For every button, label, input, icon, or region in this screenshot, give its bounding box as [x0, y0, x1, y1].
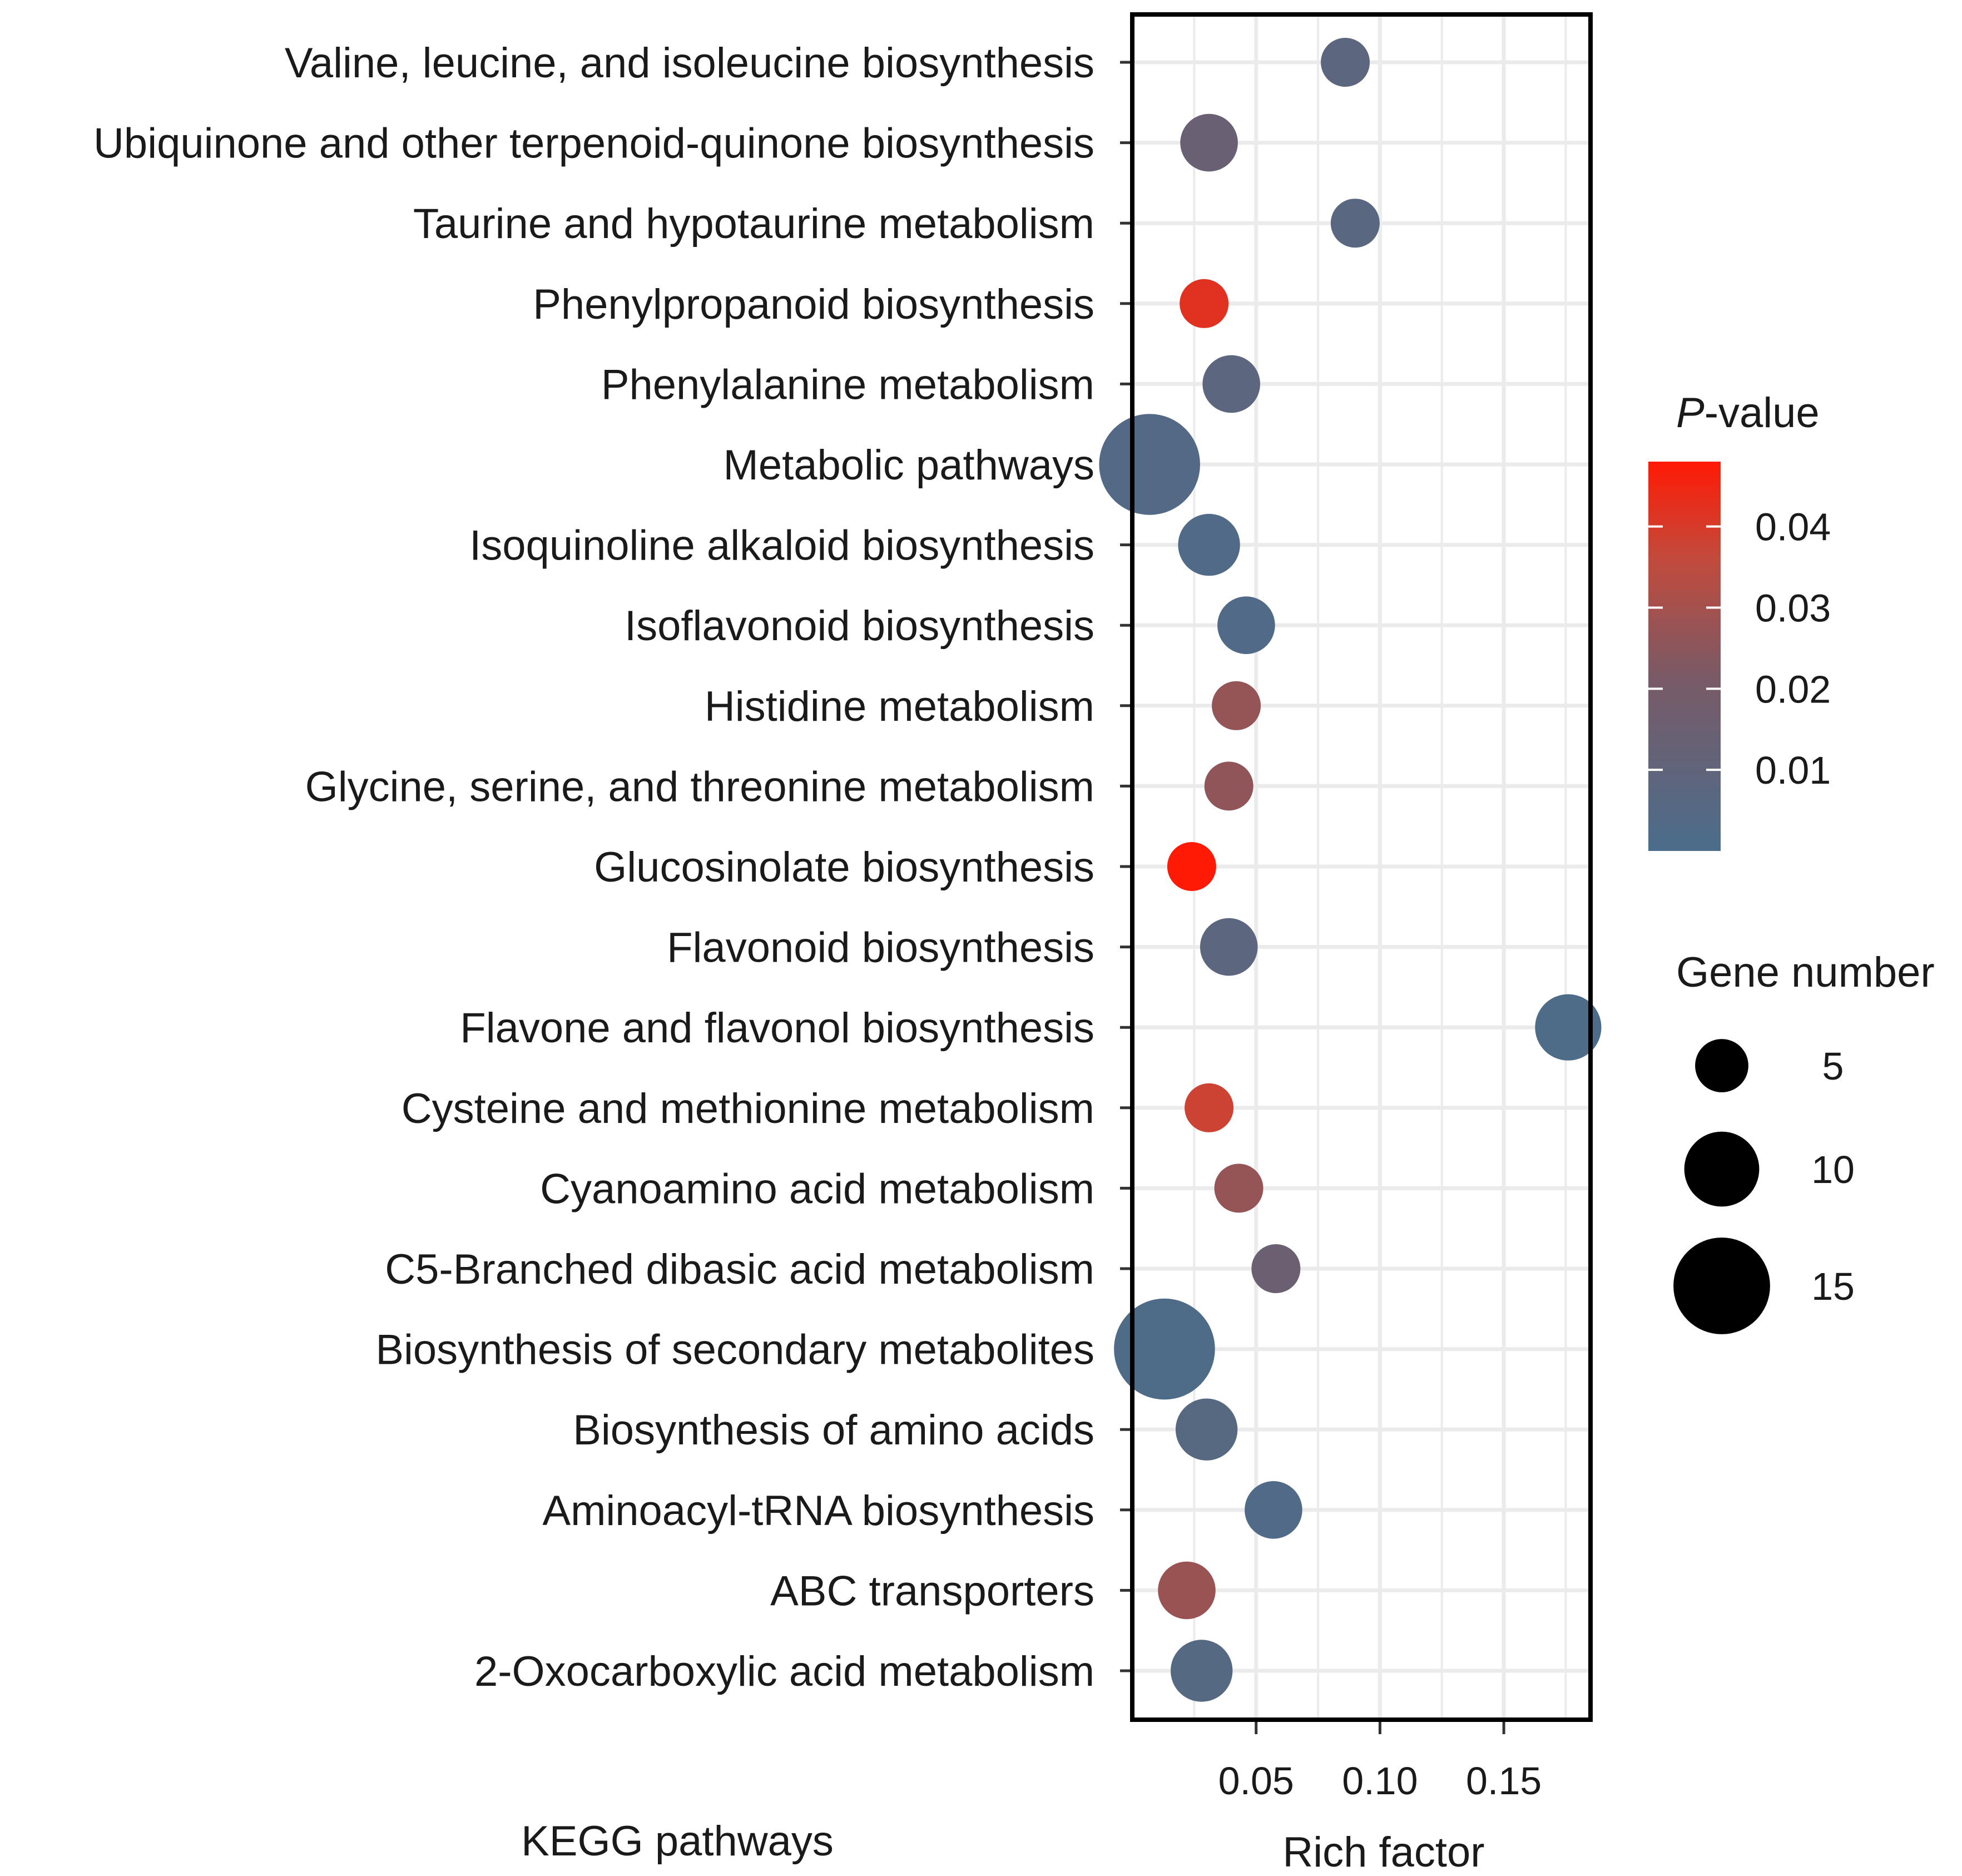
bubble-point — [1245, 1481, 1302, 1539]
bubble-point — [1099, 414, 1200, 515]
bubble-point — [1180, 113, 1238, 172]
size-legend-items: 5 10 15 — [1673, 1039, 1855, 1334]
y-tick-label: Isoquinoline alkaloid biosynthesis — [469, 522, 1094, 570]
bubble-point — [1321, 38, 1370, 87]
color-legend-tick-label: 0.03 — [1755, 587, 1831, 630]
bubble-point — [1251, 1244, 1301, 1293]
bubble-point — [1535, 994, 1602, 1061]
y-tick-label: Histidine metabolism — [705, 683, 1094, 730]
y-tick-label: Flavonoid biosynthesis — [667, 924, 1094, 972]
size-legend-label: 5 — [1822, 1045, 1844, 1088]
y-tick-label: Flavone and flavonol biosynthesis — [460, 1004, 1094, 1052]
y-tick-label: Aminoacyl-tRNA biosynthesis — [542, 1487, 1094, 1535]
y-tick-label: Cyanoamino acid metabolism — [540, 1165, 1094, 1212]
bubble-point — [1212, 681, 1261, 730]
y-tick-label: Cysteine and methionine metabolism — [402, 1085, 1094, 1132]
y-tick-label: Phenylalanine metabolism — [601, 361, 1094, 408]
x-axis-ticks: 0.05 0.10 0.15 — [1218, 1722, 1542, 1803]
bubble-point — [1178, 513, 1240, 576]
y-tick-label: Valine, leucine, and isoleucine biosynth… — [285, 39, 1094, 87]
color-legend-title-rest: -value — [1705, 389, 1820, 437]
color-legend-tick-label: 0.04 — [1755, 506, 1831, 549]
y-tick-label: Biosynthesis of amino acids — [573, 1407, 1094, 1454]
y-tick-label: Glucosinolate biosynthesis — [594, 844, 1094, 891]
y-tick-label: Glycine, serine, and threonine metabolis… — [305, 763, 1094, 810]
size-legend-title: Gene number — [1676, 949, 1935, 996]
bubble-point — [1167, 842, 1216, 891]
bubble-point — [1114, 1298, 1215, 1400]
color-legend: P-value 0.04 0.03 0.02 0.01 — [1648, 389, 1831, 851]
plot-frame — [1130, 12, 1593, 1722]
size-legend-circle — [1673, 1238, 1770, 1334]
x-tick-label: 0.10 — [1342, 1759, 1418, 1803]
y-tick-label: Taurine and hypotaurine metabolism — [413, 200, 1094, 248]
bubble-point — [1180, 279, 1229, 328]
size-legend-label: 10 — [1811, 1148, 1855, 1191]
color-legend-bar — [1648, 462, 1721, 851]
y-tick-label: Biosynthesis of secondary metabolites — [375, 1326, 1094, 1374]
color-legend-title: P-value — [1676, 389, 1820, 437]
color-legend-title-italic: P — [1676, 389, 1705, 437]
color-legend-ticks: 0.04 0.03 0.02 0.01 — [1648, 506, 1831, 792]
y-tick-label: ABC transporters — [770, 1567, 1094, 1615]
size-legend-circle — [1695, 1039, 1748, 1092]
bubble-point — [1217, 596, 1275, 654]
y-tick-label: 2-Oxocarboxylic acid metabolism — [474, 1648, 1094, 1695]
bubble-point — [1214, 1164, 1264, 1213]
bubble-point — [1158, 1561, 1216, 1620]
bubble-point — [1200, 918, 1258, 976]
bubble-point — [1171, 1640, 1233, 1702]
y-tick-label: Metabolic pathways — [724, 442, 1094, 489]
bubble-point — [1185, 1083, 1234, 1132]
size-legend-label: 15 — [1811, 1265, 1855, 1308]
y-tick-label: C5-Branched dibasic acid metabolism — [385, 1246, 1094, 1293]
size-legend-circle — [1684, 1131, 1760, 1207]
x-tick-label: 0.15 — [1466, 1759, 1542, 1803]
color-legend-tick-label: 0.02 — [1755, 667, 1831, 711]
bubble-point — [1175, 1398, 1238, 1461]
bubble-point — [1204, 761, 1254, 811]
x-axis-title: Rich factor — [1282, 1829, 1484, 1876]
bubble-point — [1202, 355, 1260, 413]
color-legend-tick-label: 0.01 — [1755, 749, 1831, 792]
y-tick-label: Isoflavonoid biosynthesis — [625, 602, 1094, 650]
size-legend: Gene number 5 10 15 — [1673, 949, 1935, 1334]
y-tick-label: Phenylpropanoid biosynthesis — [533, 281, 1094, 328]
x-tick-label: 0.05 — [1218, 1759, 1294, 1803]
data-bubbles — [1099, 38, 1602, 1702]
y-tick-label: Ubiquinone and other terpenoid-quinone b… — [93, 120, 1094, 167]
y-axis-title: KEGG pathways — [521, 1818, 834, 1865]
y-axis-tick-labels: Valine, leucine, and isoleucine biosynth… — [93, 39, 1094, 1695]
bubble-point — [1330, 199, 1380, 248]
